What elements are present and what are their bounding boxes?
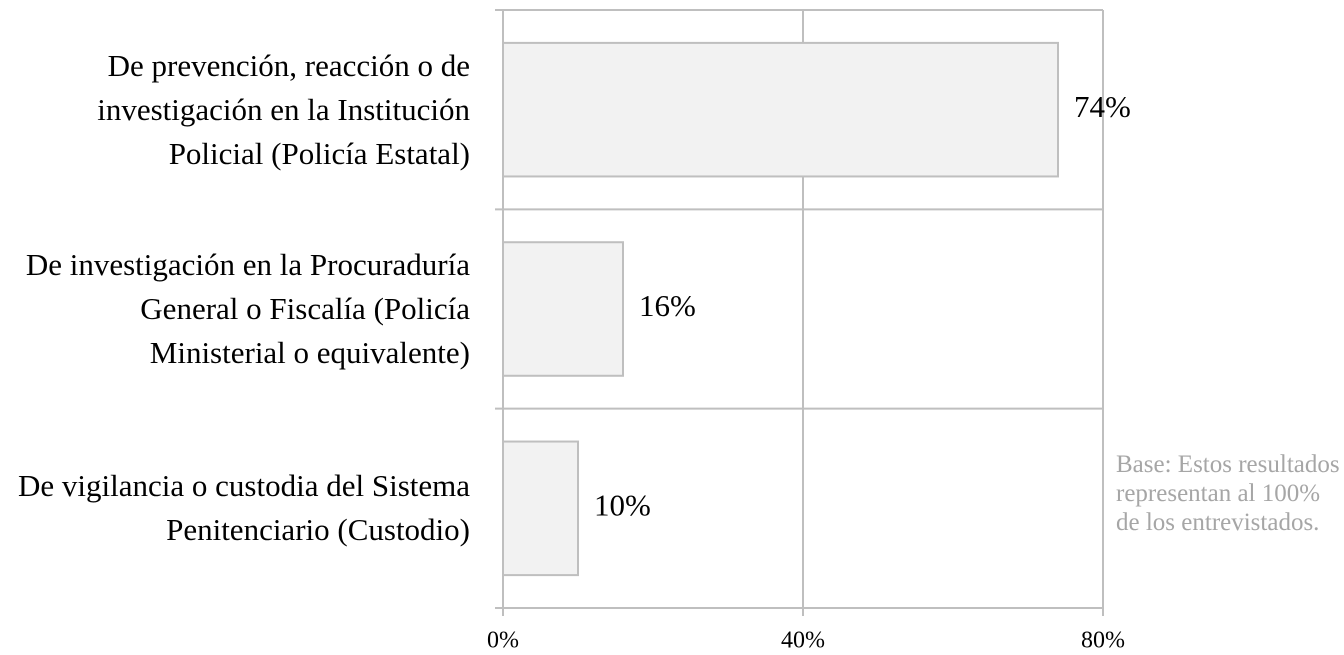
bar [502, 241, 624, 377]
bar [502, 440, 579, 577]
category-text: De prevención, reacción o de investigaci… [97, 47, 470, 171]
value-label: 16% [639, 288, 696, 323]
category-label: De prevención, reacción o de investigaci… [0, 10, 470, 209]
x-tick-label: 80% [1081, 628, 1125, 654]
category-label: De investigación en la Procuraduría Gene… [0, 209, 470, 408]
x-tick-label: 40% [781, 628, 825, 654]
x-tick-label: 0% [487, 628, 519, 654]
category-text: De investigación en la Procuraduría Gene… [25, 246, 470, 370]
value-label: 10% [594, 487, 651, 522]
bar [502, 41, 1059, 178]
annotation: Base: Estos resultados representan al 10… [1116, 451, 1340, 536]
value-label: 74% [1074, 89, 1131, 124]
category-text: De vigilancia o custodia del Sistema Pen… [18, 468, 470, 548]
category-label: De vigilancia o custodia del Sistema Pen… [0, 409, 470, 608]
